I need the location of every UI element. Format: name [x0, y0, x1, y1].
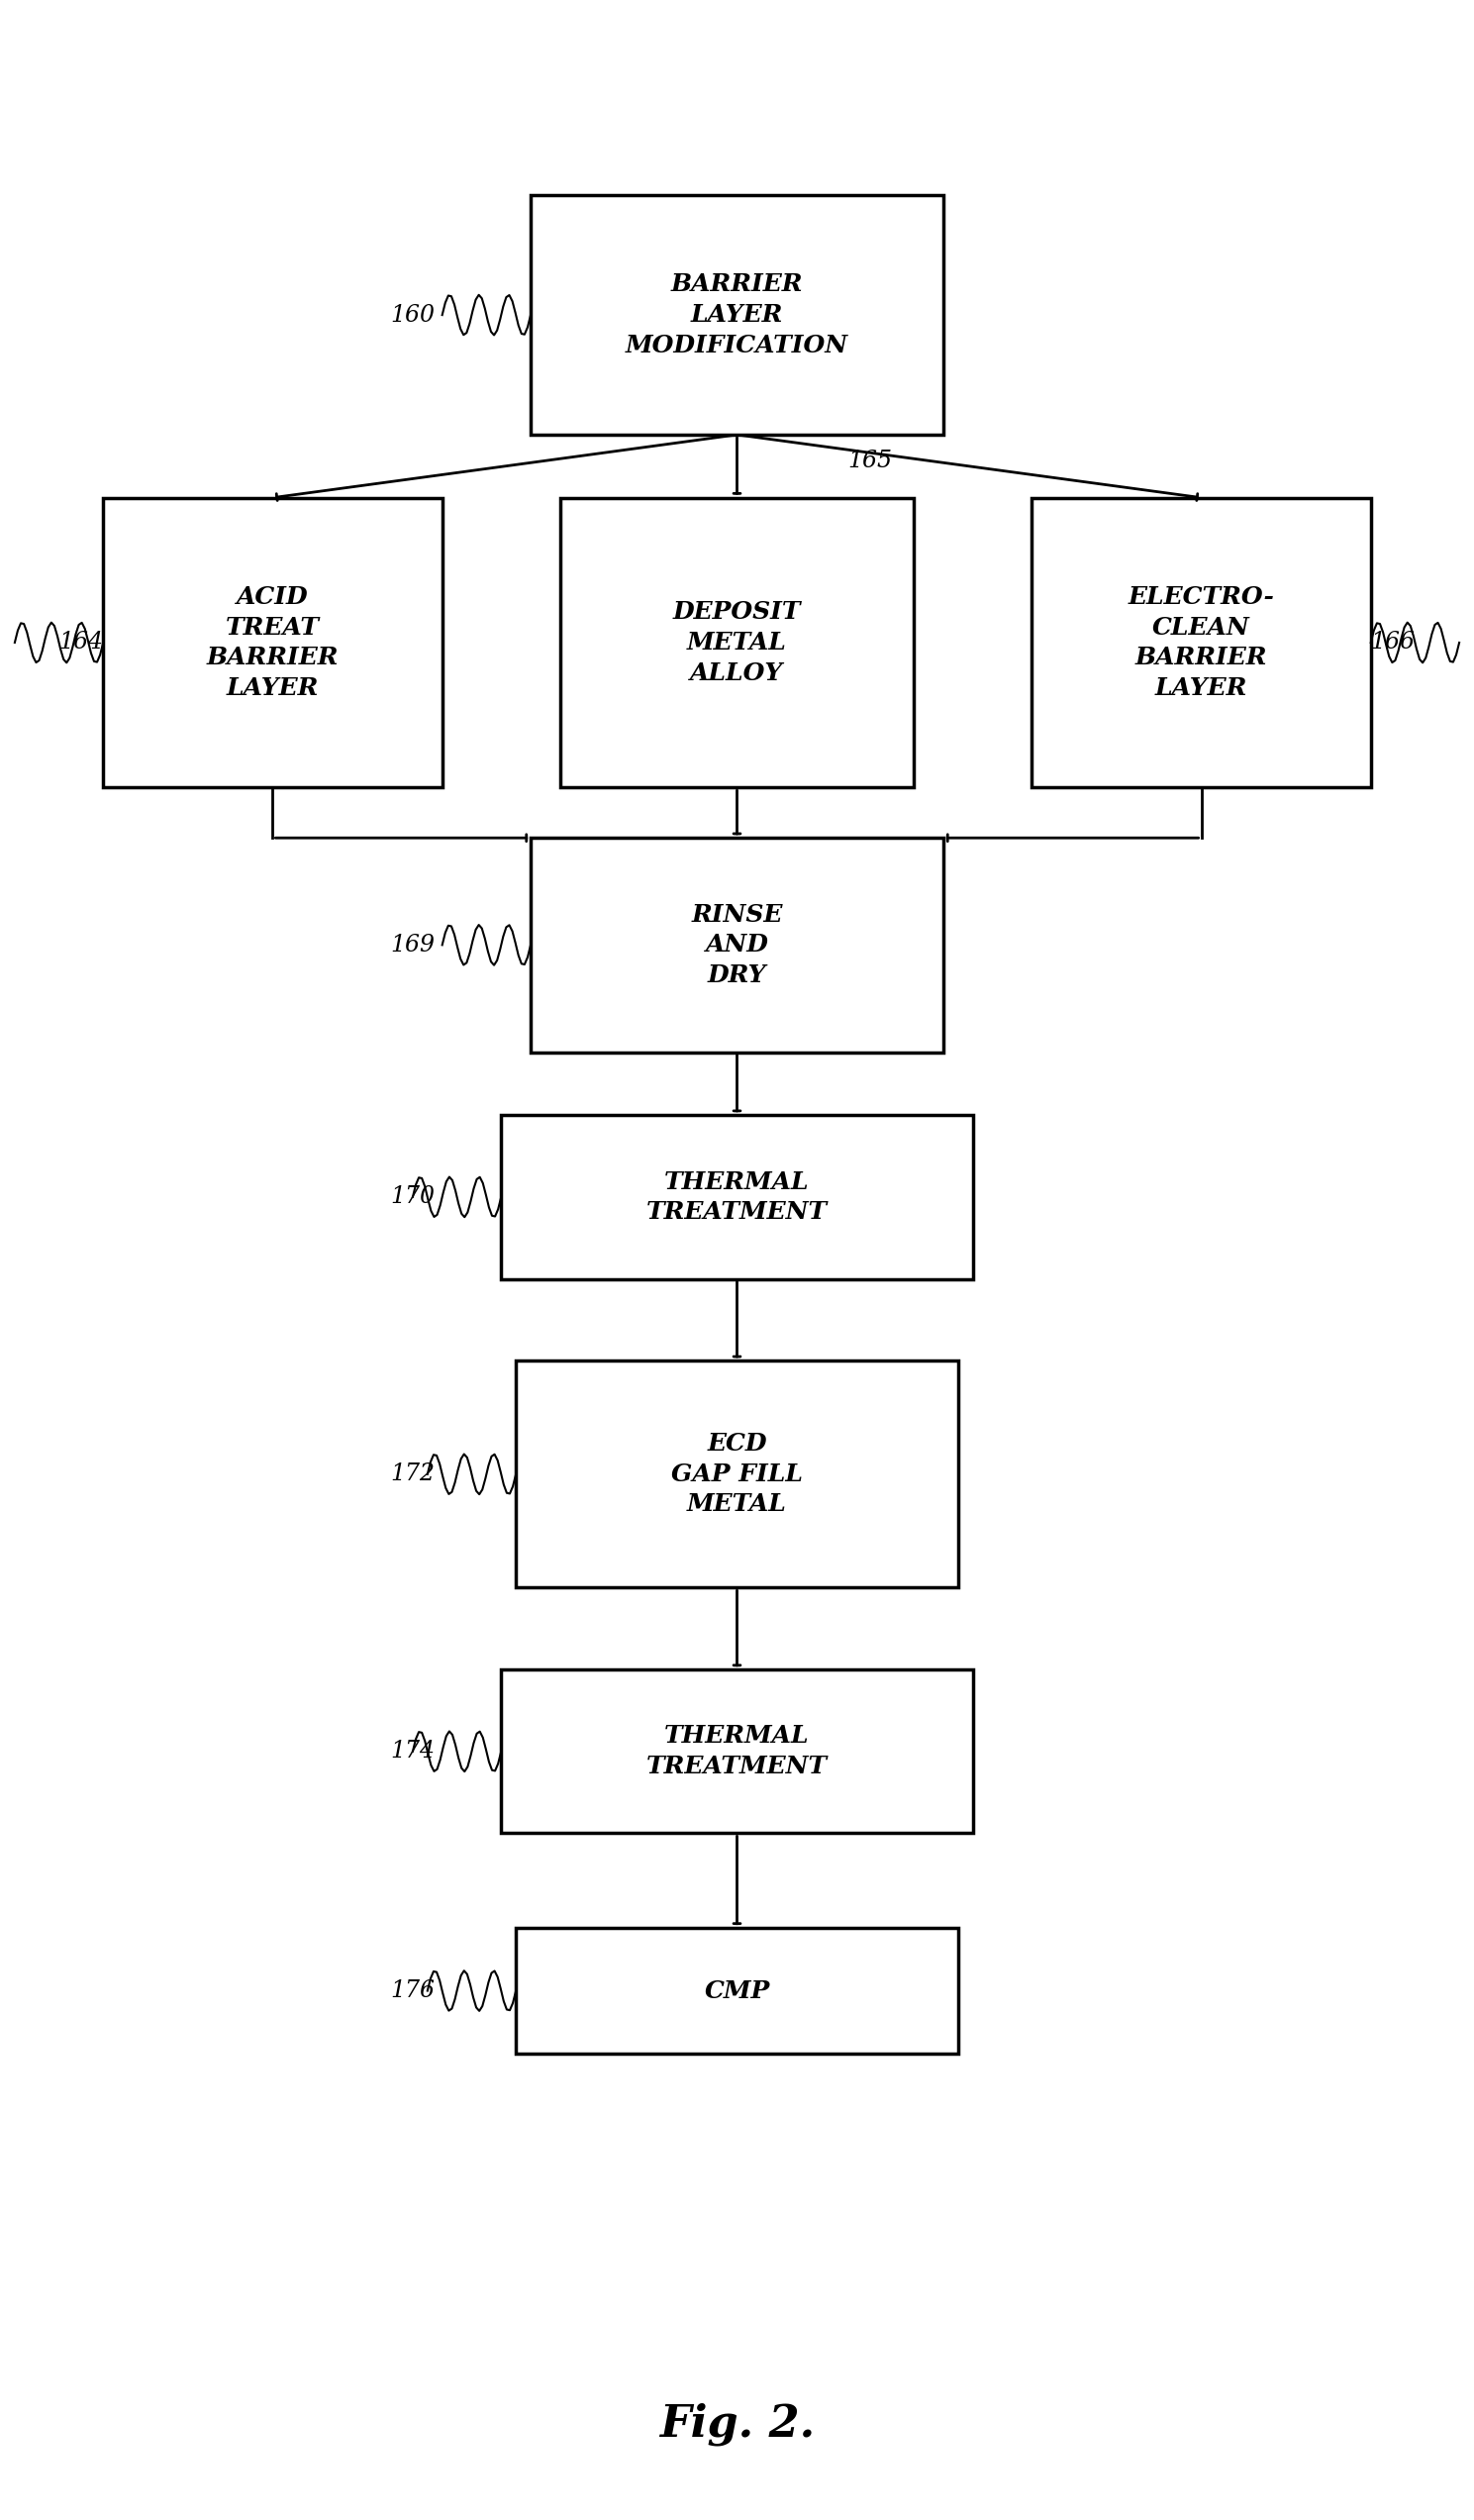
Text: 174: 174	[391, 1739, 435, 1764]
Text: 169: 169	[391, 932, 435, 958]
Bar	[516, 1361, 958, 1588]
Text: 166: 166	[1371, 630, 1415, 655]
Bar	[501, 1671, 973, 1835]
Bar	[501, 1114, 973, 1278]
Bar	[103, 499, 442, 786]
Text: BARRIER
LAYER
MODIFICATION: BARRIER LAYER MODIFICATION	[625, 272, 849, 358]
Text: THERMAL
TREATMENT: THERMAL TREATMENT	[647, 1724, 827, 1779]
Text: RINSE
AND
DRY: RINSE AND DRY	[691, 902, 783, 988]
Text: 170: 170	[391, 1184, 435, 1210]
Text: THERMAL
TREATMENT: THERMAL TREATMENT	[647, 1169, 827, 1225]
Text: Fig. 2.: Fig. 2.	[659, 2402, 815, 2447]
Text: ACID
TREAT
BARRIER
LAYER: ACID TREAT BARRIER LAYER	[206, 585, 339, 701]
Bar	[1032, 499, 1371, 786]
Text: 165: 165	[848, 449, 892, 474]
Bar	[531, 837, 943, 1053]
Bar	[516, 1928, 958, 2054]
Bar	[560, 499, 914, 786]
Text: CMP: CMP	[705, 1978, 769, 2003]
Text: 160: 160	[391, 302, 435, 328]
Text: 172: 172	[391, 1462, 435, 1487]
Text: 176: 176	[391, 1978, 435, 2003]
Text: ECD
GAP FILL
METAL: ECD GAP FILL METAL	[671, 1431, 803, 1517]
Text: ELECTRO-
CLEAN
BARRIER
LAYER: ELECTRO- CLEAN BARRIER LAYER	[1128, 585, 1275, 701]
Text: 164: 164	[59, 630, 103, 655]
Text: DEPOSIT
METAL
ALLOY: DEPOSIT METAL ALLOY	[674, 600, 800, 685]
Bar	[531, 194, 943, 433]
